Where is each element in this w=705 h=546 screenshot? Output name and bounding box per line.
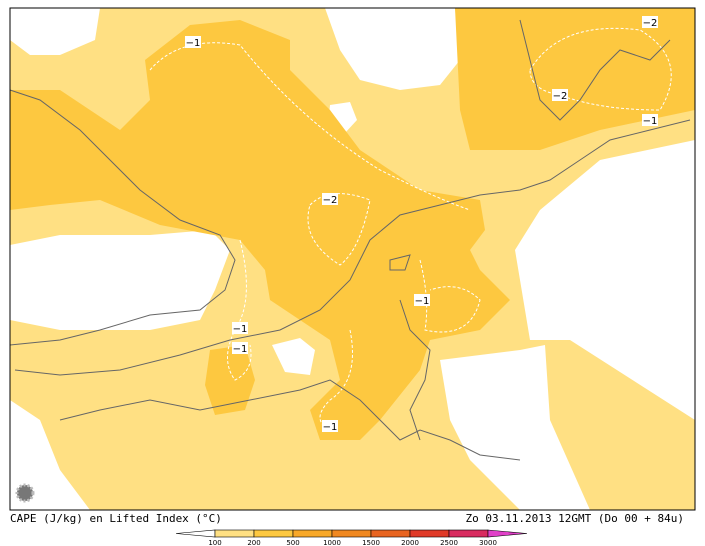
colorbar-tick-label: 2500 — [440, 539, 458, 546]
lake — [389, 254, 411, 271]
colorbar-tick-label: 3000 — [479, 539, 497, 546]
contour-label-bg — [322, 420, 338, 432]
colorbar-tick-label: 1500 — [362, 539, 380, 546]
contour-labels: −1 −2 −2 −1 −2 −1 −1 −1 −1 — [185, 16, 658, 433]
colorbar-cell — [214, 529, 255, 538]
colorbar-tick-label: 100 — [208, 539, 221, 546]
contour-label-bg — [232, 342, 248, 354]
cape-area — [10, 20, 510, 440]
colorbar-cell — [292, 529, 333, 538]
contour-label-bg — [185, 36, 201, 48]
coastline — [519, 19, 671, 121]
colorbar-cell — [409, 529, 450, 538]
contour-label: −1 — [643, 116, 658, 127]
colorbar-cell — [487, 529, 528, 538]
caption: CAPE (J/kg) en Lifted Index (°C) — [10, 512, 222, 525]
coastline — [59, 379, 521, 461]
no-cape-area — [272, 338, 315, 375]
no-cape-area — [440, 345, 590, 510]
colorbar: 100 200 500 1000 1500 2000 2500 3000 — [175, 529, 528, 546]
no-cape-area — [10, 8, 100, 55]
isoline — [227, 239, 252, 381]
coastlines — [9, 19, 691, 461]
contour-label-bg — [232, 322, 248, 334]
contour-label-bg — [414, 294, 430, 306]
valid-time: Zo 03.11.2013 12GMT (Do 00 + 84u) — [465, 512, 684, 525]
contour-label-bg — [642, 16, 658, 28]
contour-label-bg — [642, 114, 658, 126]
contour-label-bg — [322, 193, 338, 205]
colorbar-tick-label: 1000 — [323, 539, 341, 546]
colorbar-tick-label: 2000 — [401, 539, 419, 546]
contour-label: −1 — [415, 296, 430, 307]
contour-label: −2 — [323, 195, 338, 206]
no-cape-area — [325, 8, 460, 90]
no-cape-area — [10, 400, 90, 510]
no-cape-area — [515, 140, 695, 420]
contour-label: −2 — [553, 91, 568, 102]
contour-label: −1 — [323, 422, 338, 433]
cape-area — [455, 8, 695, 150]
no-cape — [10, 8, 695, 510]
colorbar-tick-label: 500 — [286, 539, 299, 546]
logo — [15, 483, 35, 503]
colorbar-cell — [448, 529, 489, 538]
contour-label-bg — [552, 89, 568, 101]
contour-label: −1 — [233, 324, 248, 335]
contour-label: −1 — [186, 38, 201, 49]
colorbar-cell — [331, 529, 372, 538]
contour-label: −2 — [643, 18, 658, 29]
border — [399, 299, 431, 441]
coastline — [9, 89, 236, 346]
no-cape-area — [10, 230, 230, 330]
map-frame — [9, 7, 696, 511]
colorbar-cell — [370, 529, 411, 538]
colorbar-cell — [253, 529, 294, 538]
coastline — [14, 119, 691, 376]
cape-area — [205, 345, 255, 415]
colorbar-tick-label: 200 — [247, 539, 260, 546]
map: −1 −2 −2 −1 −2 −1 −1 −1 −1 — [9, 8, 695, 510]
contour-label: −1 — [233, 344, 248, 355]
isoline — [307, 193, 371, 266]
isoline — [319, 329, 353, 431]
